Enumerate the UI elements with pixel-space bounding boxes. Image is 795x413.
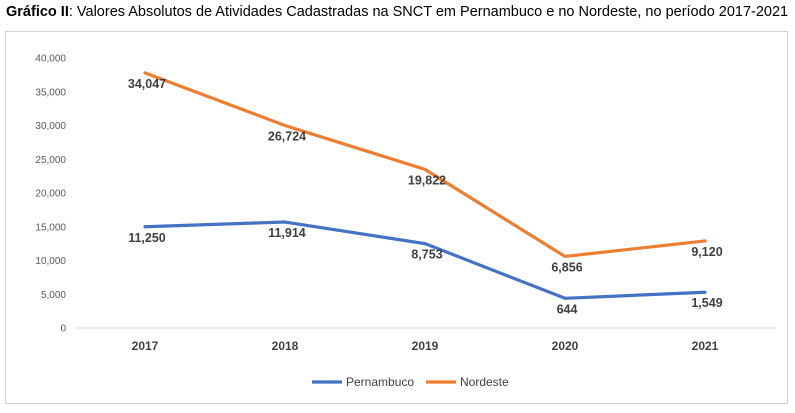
data-labels: 11,250 11,914 8,753 644 1,549 34,047 26,724 19,… (128, 77, 723, 316)
data-label-nordeste: 9,120 (691, 245, 722, 259)
chart-title: Gráfico II: Valores Absolutos de Ativida… (6, 4, 788, 20)
data-label-pernambuco: 11,914 (268, 226, 306, 240)
x-axis-ticks: 2017 2018 2019 2020 2021 (132, 339, 719, 353)
x-tick-label: 2021 (692, 339, 719, 353)
data-label-pernambuco: 11,250 (128, 231, 166, 245)
series-line-nordeste (143, 71, 707, 259)
x-tick-label: 2020 (552, 339, 579, 353)
data-label-pernambuco: 1,549 (691, 296, 722, 310)
y-tick-label: 30,000 (35, 121, 66, 132)
legend: Pernambuco Nordeste (312, 375, 509, 389)
y-tick-label: 5,000 (41, 290, 66, 301)
x-tick-label: 2018 (272, 339, 299, 353)
data-label-nordeste: 26,724 (268, 130, 306, 144)
y-axis-ticks: 0 5,000 10,000 15,000 20,000 25,000 30,000 35,0… (35, 54, 66, 335)
data-label-pernambuco: 644 (557, 302, 578, 316)
data-label-nordeste: 6,856 (551, 260, 582, 274)
chart-frame (5, 31, 788, 404)
y-tick-label: 25,000 (35, 155, 66, 166)
legend-label: Pernambuco (346, 375, 414, 389)
series-line-pernambuco (143, 220, 707, 300)
data-label-nordeste: 34,047 (128, 77, 166, 91)
chart-title-prefix: Gráfico II (6, 4, 69, 20)
y-tick-label: 20,000 (35, 189, 66, 200)
series-lines (143, 71, 707, 300)
x-tick-label: 2017 (132, 339, 159, 353)
y-tick-label: 40,000 (35, 54, 66, 65)
y-tick-label: 15,000 (35, 222, 66, 233)
y-tick-label: 35,000 (35, 87, 66, 98)
legend-label: Nordeste (460, 375, 509, 389)
y-tick-label: 0 (60, 324, 66, 335)
data-label-pernambuco: 8,753 (411, 248, 442, 262)
data-label-nordeste: 19,822 (408, 173, 446, 187)
x-tick-label: 2019 (412, 339, 439, 353)
y-tick-label: 10,000 (35, 256, 66, 267)
chart-title-text: : Valores Absolutos de Atividades Cadast… (68, 4, 789, 20)
